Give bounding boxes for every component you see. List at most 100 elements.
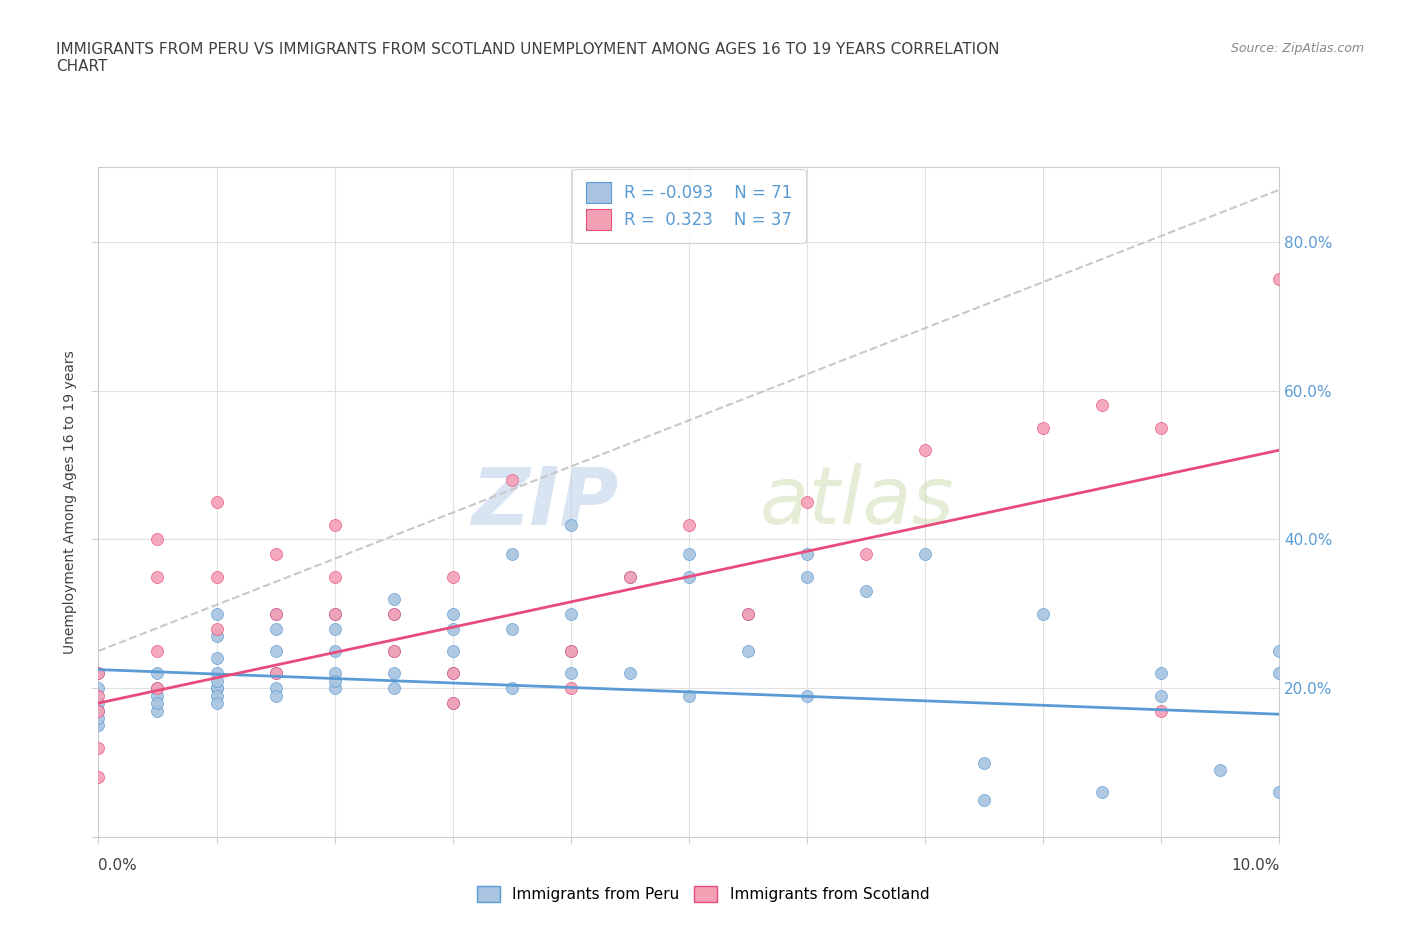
Point <box>1150 688 1173 703</box>
Point <box>501 472 523 487</box>
Point <box>855 584 877 599</box>
Point <box>205 681 228 696</box>
Point <box>441 666 464 681</box>
Point <box>87 703 110 718</box>
Point <box>973 792 995 807</box>
Point <box>1032 420 1054 435</box>
Point <box>796 547 818 562</box>
Point <box>87 770 110 785</box>
Point <box>264 644 287 658</box>
Point <box>560 606 582 621</box>
Point <box>737 606 759 621</box>
Point <box>1268 666 1291 681</box>
Point <box>855 547 877 562</box>
Point <box>1150 666 1173 681</box>
Point <box>146 703 169 718</box>
Point <box>264 606 287 621</box>
Point <box>323 673 346 688</box>
Text: 10.0%: 10.0% <box>1232 857 1279 872</box>
Text: ZIP: ZIP <box>471 463 619 541</box>
Point <box>678 688 700 703</box>
Point <box>146 532 169 547</box>
Point <box>501 547 523 562</box>
Point <box>323 644 346 658</box>
Point <box>501 621 523 636</box>
Point <box>205 673 228 688</box>
Point <box>441 644 464 658</box>
Point <box>914 547 936 562</box>
Point <box>560 644 582 658</box>
Point <box>441 569 464 584</box>
Point <box>382 591 405 606</box>
Point <box>87 666 110 681</box>
Point <box>382 681 405 696</box>
Point <box>737 644 759 658</box>
Point <box>382 606 405 621</box>
Point <box>441 696 464 711</box>
Point <box>796 495 818 510</box>
Point <box>87 681 110 696</box>
Point <box>146 569 169 584</box>
Point <box>441 606 464 621</box>
Point <box>560 517 582 532</box>
Point <box>264 666 287 681</box>
Point <box>1268 644 1291 658</box>
Point <box>323 517 346 532</box>
Point <box>87 688 110 703</box>
Point <box>1209 763 1232 777</box>
Point <box>146 681 169 696</box>
Legend: R = -0.093    N = 71, R =  0.323    N = 37: R = -0.093 N = 71, R = 0.323 N = 37 <box>572 169 806 243</box>
Point <box>264 621 287 636</box>
Point <box>1268 272 1291 286</box>
Point <box>1150 420 1173 435</box>
Point <box>441 621 464 636</box>
Point <box>323 569 346 584</box>
Point <box>205 688 228 703</box>
Point <box>87 740 110 755</box>
Point <box>205 696 228 711</box>
Point <box>678 547 700 562</box>
Point <box>264 688 287 703</box>
Point <box>205 495 228 510</box>
Text: 0.0%: 0.0% <box>98 857 138 872</box>
Point <box>205 651 228 666</box>
Point <box>323 681 346 696</box>
Point <box>619 666 641 681</box>
Point <box>146 644 169 658</box>
Point <box>796 688 818 703</box>
Point <box>323 606 346 621</box>
Point <box>737 606 759 621</box>
Point <box>205 629 228 644</box>
Point <box>441 666 464 681</box>
Point <box>560 644 582 658</box>
Point <box>205 621 228 636</box>
Point <box>678 517 700 532</box>
Text: atlas: atlas <box>759 463 955 541</box>
Point <box>323 621 346 636</box>
Point <box>382 644 405 658</box>
Point <box>619 569 641 584</box>
Point <box>1091 398 1114 413</box>
Point <box>1091 785 1114 800</box>
Point <box>323 666 346 681</box>
Point <box>382 666 405 681</box>
Point <box>914 443 936 458</box>
Point <box>146 688 169 703</box>
Point <box>382 606 405 621</box>
Point <box>264 681 287 696</box>
Point <box>146 681 169 696</box>
Point <box>146 666 169 681</box>
Point <box>796 569 818 584</box>
Point <box>441 696 464 711</box>
Point <box>87 696 110 711</box>
Point <box>87 666 110 681</box>
Y-axis label: Unemployment Among Ages 16 to 19 years: Unemployment Among Ages 16 to 19 years <box>63 351 77 654</box>
Legend: Immigrants from Peru, Immigrants from Scotland: Immigrants from Peru, Immigrants from Sc… <box>471 880 935 909</box>
Point <box>973 755 995 770</box>
Point <box>87 718 110 733</box>
Point <box>264 547 287 562</box>
Point <box>382 644 405 658</box>
Point <box>205 569 228 584</box>
Point <box>146 696 169 711</box>
Point <box>205 666 228 681</box>
